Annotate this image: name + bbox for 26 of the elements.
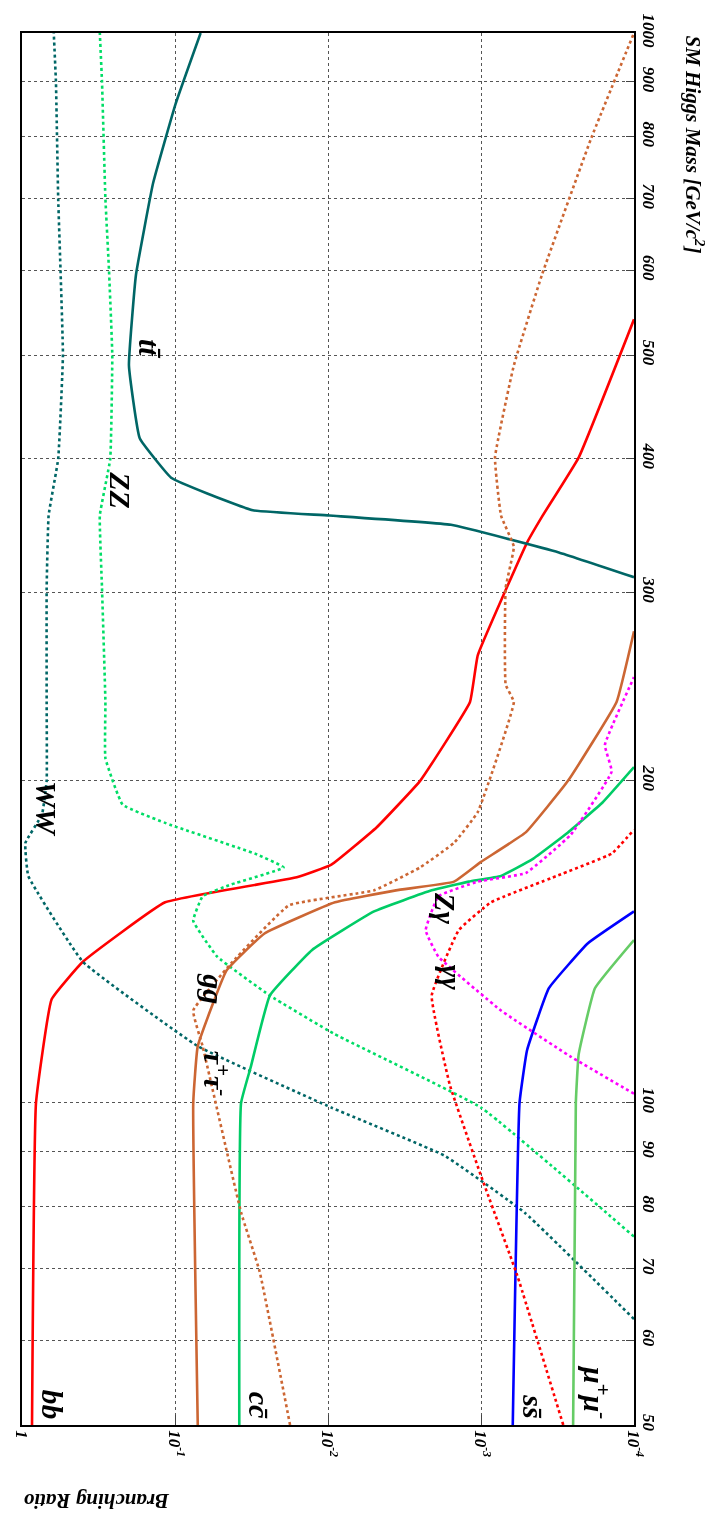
y-tick-label: 80 bbox=[638, 1195, 658, 1214]
text: bb bbox=[35, 1389, 69, 1420]
y-tick-label: 90 bbox=[638, 1140, 658, 1159]
text: Zγ bbox=[429, 892, 463, 925]
y-tick-label: 1000 bbox=[638, 13, 658, 48]
text: WW bbox=[29, 780, 63, 837]
y-tick-label: 200 bbox=[638, 764, 658, 792]
y-tick-label: 60 bbox=[638, 1329, 658, 1347]
text: cc̄ bbox=[243, 1391, 277, 1420]
text: gg bbox=[196, 973, 230, 1005]
y-tick-label: 300 bbox=[638, 576, 658, 604]
y-tick-label: 600 bbox=[638, 255, 658, 282]
text: ZZ bbox=[103, 471, 137, 509]
y-tick-label: 900 bbox=[638, 66, 658, 93]
text: γγ bbox=[435, 964, 469, 991]
y-tick-label: 50 bbox=[638, 1413, 658, 1432]
x-axis-title: Branching Ratio bbox=[23, 1489, 170, 1513]
y-tick-label: 500 bbox=[638, 339, 658, 366]
text: ss̄ bbox=[516, 1394, 550, 1419]
x-tick-label: 1 bbox=[12, 1430, 32, 1439]
y-tick-label: 70 bbox=[638, 1257, 658, 1276]
y-tick-label: 400 bbox=[638, 442, 658, 470]
y-tick-label: 800 bbox=[638, 121, 658, 148]
y-tick-label: 700 bbox=[638, 183, 658, 210]
y-tick-label: 100 bbox=[638, 1087, 658, 1114]
text: tt̄ bbox=[132, 338, 166, 360]
